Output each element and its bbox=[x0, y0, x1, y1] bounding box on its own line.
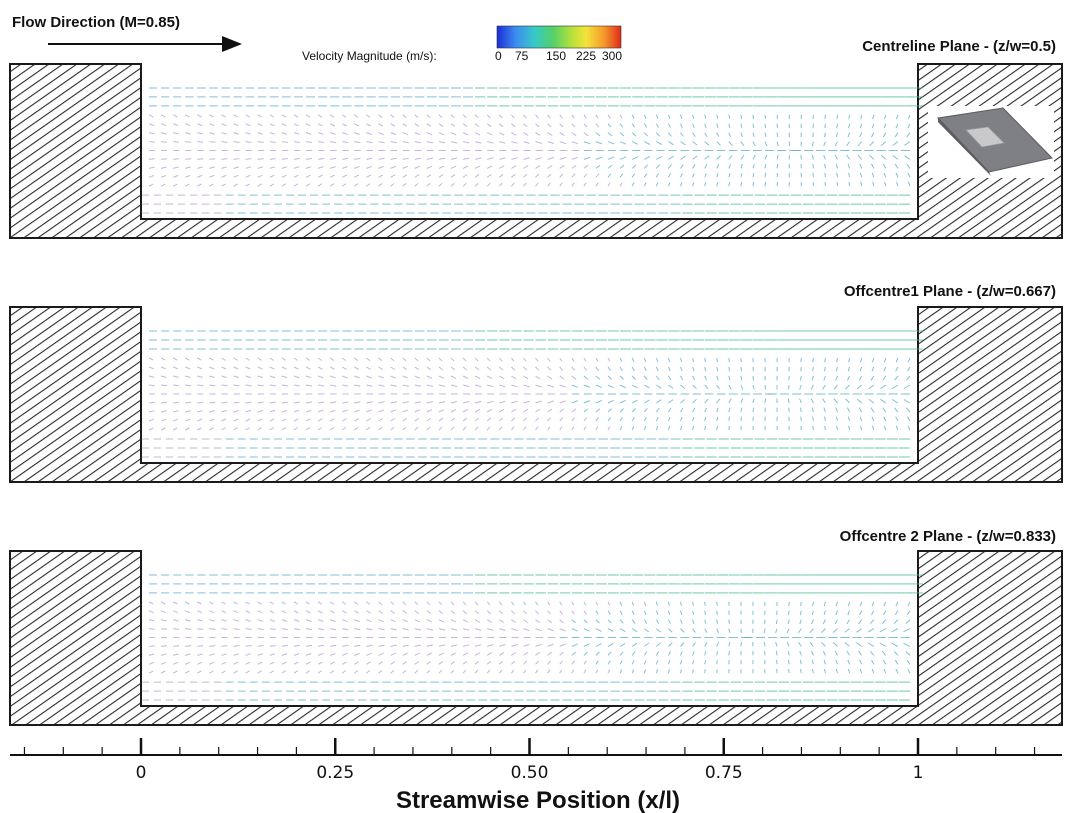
cavity-wall bbox=[9, 550, 1063, 726]
colorbar-tick: 75 bbox=[515, 49, 529, 63]
colorbar-tick: 0 bbox=[495, 49, 502, 63]
cavity-panel-offcentre1 bbox=[9, 306, 1063, 483]
colorbar-tick: 300 bbox=[602, 49, 622, 63]
colorbar-label: Velocity Magnitude (m/s): bbox=[302, 49, 437, 63]
panel-title-offcentre2: Offcentre 2 Plane - (z/w=0.833) bbox=[840, 528, 1056, 545]
colorbar-tick: 225 bbox=[576, 49, 596, 63]
axis-tick-label: 0.50 bbox=[511, 763, 549, 783]
velocity-vector-field bbox=[141, 574, 923, 701]
colorbar-legend: Velocity Magnitude (m/s): 0 75 150 225 3… bbox=[302, 25, 622, 63]
panel-title-offcentre1: Offcentre1 Plane - (z/w=0.667) bbox=[844, 283, 1056, 300]
flow-direction-label: Flow Direction (M=0.85) bbox=[12, 14, 180, 31]
cavity-wall bbox=[9, 306, 1063, 483]
velocity-vector-field bbox=[141, 330, 923, 458]
axis-tick-label: 1 bbox=[913, 763, 924, 783]
cavity-wall bbox=[9, 63, 1063, 239]
colorbar-tick: 150 bbox=[546, 49, 566, 63]
panel-title-centreline: Centreline Plane - (z/w=0.5) bbox=[862, 38, 1056, 55]
streamwise-axis: 0 0.25 0.50 0.75 1 bbox=[10, 738, 1062, 783]
axis-title: Streamwise Position (x/l) bbox=[396, 787, 680, 813]
cavity-panel-offcentre2 bbox=[9, 550, 1063, 726]
axis-tick-label: 0 bbox=[136, 763, 147, 783]
velocity-vector-field bbox=[141, 87, 923, 214]
cavity-panel-centreline bbox=[9, 63, 1063, 239]
cavity-geometry-inset bbox=[928, 106, 1054, 178]
axis-tick-label: 0.75 bbox=[705, 763, 743, 783]
colorbar-gradient bbox=[496, 25, 622, 49]
axis-tick-label: 0.25 bbox=[316, 763, 354, 783]
